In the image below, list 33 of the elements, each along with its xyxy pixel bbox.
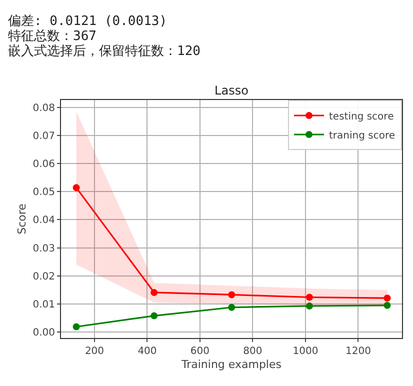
y-tick-label: 0.06 — [32, 159, 55, 170]
y-axis-title: Score — [15, 203, 28, 234]
x-tick-label: 800 — [243, 346, 262, 357]
point — [306, 294, 313, 301]
text: 偏差: 0.0121 (0.0013) — [8, 14, 168, 29]
y-tick-label: 0.01 — [32, 300, 55, 310]
x-tick-label: 400 — [138, 346, 157, 357]
point — [384, 302, 391, 309]
point — [72, 323, 80, 330]
y-tick-label: 0.05 — [32, 187, 55, 198]
x-tick-label: 600 — [190, 346, 210, 357]
point — [228, 291, 236, 298]
point — [228, 304, 236, 311]
point — [150, 288, 158, 296]
x-tick-label: 1200 — [345, 346, 371, 357]
point — [72, 184, 80, 192]
x-tick-label: 200 — [84, 346, 104, 357]
text: 特征总数：367 — [8, 29, 96, 44]
y-tick-label: 0.03 — [32, 243, 55, 254]
text: 嵌入式选择后，保留特征数：120 — [8, 44, 200, 59]
point — [306, 302, 313, 310]
y-tick-label: 0.04 — [32, 215, 55, 226]
point — [150, 312, 158, 320]
legend-label: testing score — [329, 111, 394, 122]
x-axis-title: Training examples — [180, 358, 282, 372]
y-tick-label: 0.00 — [32, 328, 55, 339]
chart-title: Lasso — [214, 84, 248, 98]
point — [384, 294, 391, 302]
x-tick-label: 1000 — [292, 346, 318, 357]
legend-label: traning score — [329, 130, 396, 142]
y-tick-label: 0.07 — [32, 130, 55, 142]
y-tick-label: 0.02 — [32, 271, 55, 282]
y-tick-label: 0.08 — [32, 102, 55, 114]
